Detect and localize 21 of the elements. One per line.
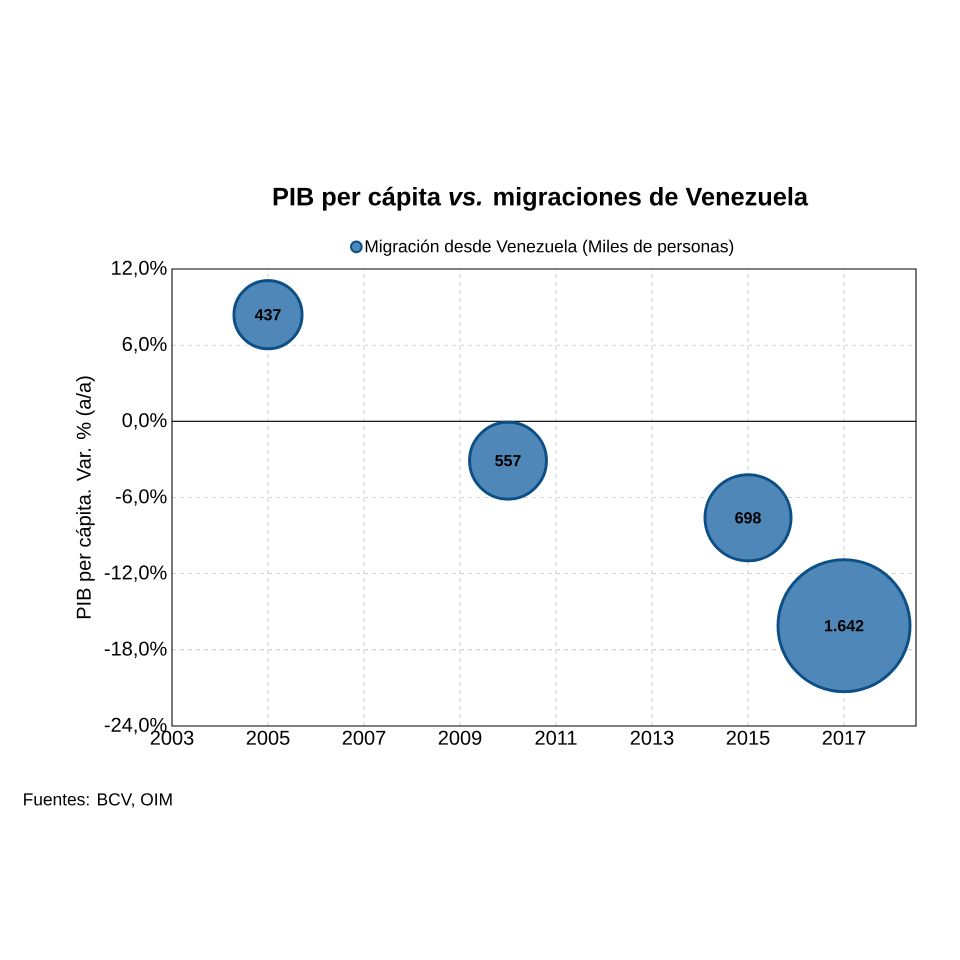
x-tick-label: 2007	[342, 730, 386, 745]
x-tick-label: 2005	[246, 730, 290, 745]
x-tick-label: 2009	[438, 730, 482, 745]
legend-label: Migración desde Venezuela (Miles de personas)	[366, 240, 734, 256]
x-tick-label: 2011	[536, 730, 577, 745]
x-tick-label: 2013	[630, 730, 674, 745]
y-tick-label: -18,0%	[104, 642, 167, 658]
y-tick-label: -6,0%	[116, 489, 167, 506]
y-tick-label: -12,0%	[104, 565, 167, 582]
data-label: 437	[254, 309, 281, 320]
x-tick-label: 2017	[822, 730, 866, 745]
x-tick-label: 2015	[726, 730, 770, 745]
y-axis-title: PIB per cápita. Var. % (a/a)	[76, 376, 95, 618]
chart-title: PIB per cápita vs. migraciones de Venezuela	[274, 186, 808, 211]
y-tick-label: 12,0%	[112, 260, 167, 278]
source-note: Fuentes: BCV, OIM	[24, 793, 172, 808]
data-label: 698	[735, 512, 761, 524]
y-tick-label: 6,0%	[122, 336, 167, 354]
y-tick-label: 0,0%	[122, 413, 167, 430]
data-label: 1.642	[824, 620, 864, 632]
data-label: 557	[495, 455, 521, 466]
